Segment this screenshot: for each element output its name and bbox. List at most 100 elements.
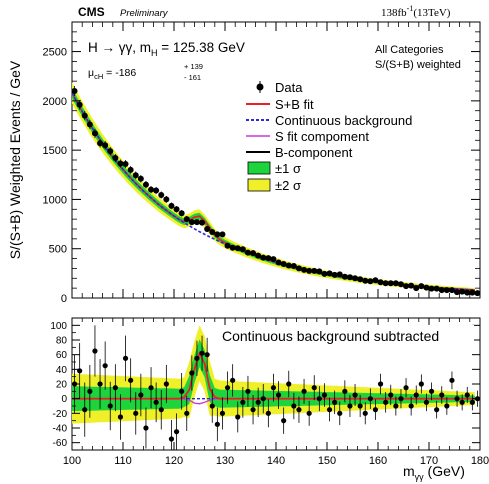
upper-data-point — [127, 166, 134, 173]
upper-data-point — [311, 267, 318, 274]
lower-data-point — [367, 396, 373, 402]
legend-item-continuous-background: Continuous background — [246, 113, 412, 128]
legend-item-one-sigma: ±1 σ — [247, 161, 301, 176]
lower-data-point — [423, 399, 430, 405]
lower-data-point — [383, 399, 389, 405]
lower-data-point — [357, 403, 363, 409]
legend-item-sb-fit: S+B fit — [246, 97, 314, 112]
lower-data-point — [362, 410, 368, 416]
lower-data-point — [194, 355, 200, 361]
upper-data-point — [474, 290, 481, 297]
legend-item-s-fit: S fit compoment — [246, 129, 369, 144]
upper-data-point — [209, 228, 216, 235]
upper-axis-ticks: 0 500 1000 1500 2000 2500 — [43, 22, 481, 305]
lower-data-point — [326, 407, 333, 413]
lower-data-point — [388, 392, 394, 398]
x-tick-label: 140 — [267, 455, 285, 467]
x-tick-label: 120 — [165, 455, 183, 467]
upper-data-point — [382, 280, 389, 287]
upper-data-point — [316, 268, 323, 275]
lower-y-tick-label: -20 — [53, 409, 68, 420]
lower-panel-label: Continuous background subtracted — [222, 328, 439, 344]
x-tick-label: 170 — [420, 455, 438, 467]
lower-data-point — [153, 399, 159, 405]
legend-label-sb-fit: S+B fit — [275, 97, 314, 112]
upper-data-point — [469, 289, 476, 296]
lower-data-point — [321, 392, 328, 398]
upper-data-point — [239, 246, 246, 253]
lower-data-point — [163, 381, 169, 387]
lower-data-point — [219, 410, 226, 416]
signal-strength-up: + 139 — [184, 62, 203, 71]
upper-data-point — [270, 256, 277, 263]
upper-data-point — [443, 287, 450, 294]
upper-data-point — [336, 271, 343, 278]
lower-data-point — [148, 385, 154, 391]
upper-data-point — [285, 262, 292, 269]
legend-item-b-component: B-component — [246, 145, 353, 160]
upper-data-point — [377, 279, 384, 286]
upper-data-point — [97, 140, 104, 147]
lower-annotation-bg — [218, 325, 474, 345]
legend-label-continuous-background: Continuous background — [275, 113, 412, 128]
upper-data-point — [413, 285, 420, 292]
lower-data-point — [184, 410, 190, 416]
upper-data-point — [81, 112, 88, 119]
signal-strength-down: - 161 — [184, 73, 201, 82]
upper-data-point — [275, 259, 282, 266]
upper-data-point — [357, 276, 364, 283]
legend-label-one-sigma: ±1 σ — [275, 161, 301, 176]
upper-data-point — [290, 262, 297, 269]
weighting-label: S/(S+B) weighted — [375, 59, 461, 71]
upper-data-point — [158, 191, 165, 198]
lower-data-point — [337, 410, 343, 416]
lower-data-point — [413, 392, 419, 398]
upper-data-point — [423, 284, 430, 291]
lower-y-tick-label: -40 — [53, 424, 68, 435]
lower-y-tick-label: 0 — [61, 394, 67, 405]
upper-data-point — [204, 226, 211, 232]
x-tick-label: 130 — [216, 455, 234, 467]
x-tick-label: 100 — [63, 455, 81, 467]
upper-data-point — [438, 287, 445, 294]
upper-data-point — [137, 175, 144, 182]
lower-data-point — [270, 385, 277, 391]
lower-data-point — [275, 392, 282, 398]
lower-data-point — [179, 388, 185, 394]
upper-data-point — [199, 219, 206, 226]
upper-data-point — [331, 271, 338, 278]
upper-data-point — [193, 219, 200, 226]
lower-data-point — [291, 403, 297, 409]
upper-data-point — [428, 285, 435, 292]
lower-data-point — [403, 385, 409, 391]
upper-data-points — [71, 86, 481, 297]
upper-data-point — [265, 255, 272, 262]
lower-data-point — [199, 350, 205, 356]
lower-data-point — [128, 377, 134, 383]
lower-data-point — [439, 392, 445, 398]
lower-data-point — [393, 403, 399, 409]
status-label: Preliminary — [120, 8, 169, 19]
lower-data-point — [398, 396, 404, 402]
upper-data-point — [346, 274, 353, 281]
lower-data-point — [347, 403, 353, 409]
lower-data-point — [82, 407, 88, 413]
lower-data-point — [332, 399, 338, 405]
lower-data-point — [204, 352, 210, 358]
upper-data-point — [280, 260, 287, 267]
upper-data-point — [367, 278, 374, 285]
upper-data-point — [418, 283, 425, 290]
lower-data-point — [209, 403, 215, 409]
lower-data-point — [87, 388, 93, 394]
lower-data-point — [245, 388, 251, 394]
lower-y-tick-label: 60 — [56, 350, 68, 361]
x-tick-label: 110 — [114, 455, 132, 467]
upper-data-point — [102, 142, 109, 149]
upper-data-point — [178, 210, 185, 217]
upper-data-point — [91, 130, 98, 137]
lower-data-point — [428, 388, 435, 394]
upper-y-tick-label: 2500 — [43, 47, 67, 59]
lower-data-point — [168, 436, 175, 442]
lower-y-tick-label: 100 — [50, 321, 67, 332]
lower-data-point — [377, 381, 384, 387]
